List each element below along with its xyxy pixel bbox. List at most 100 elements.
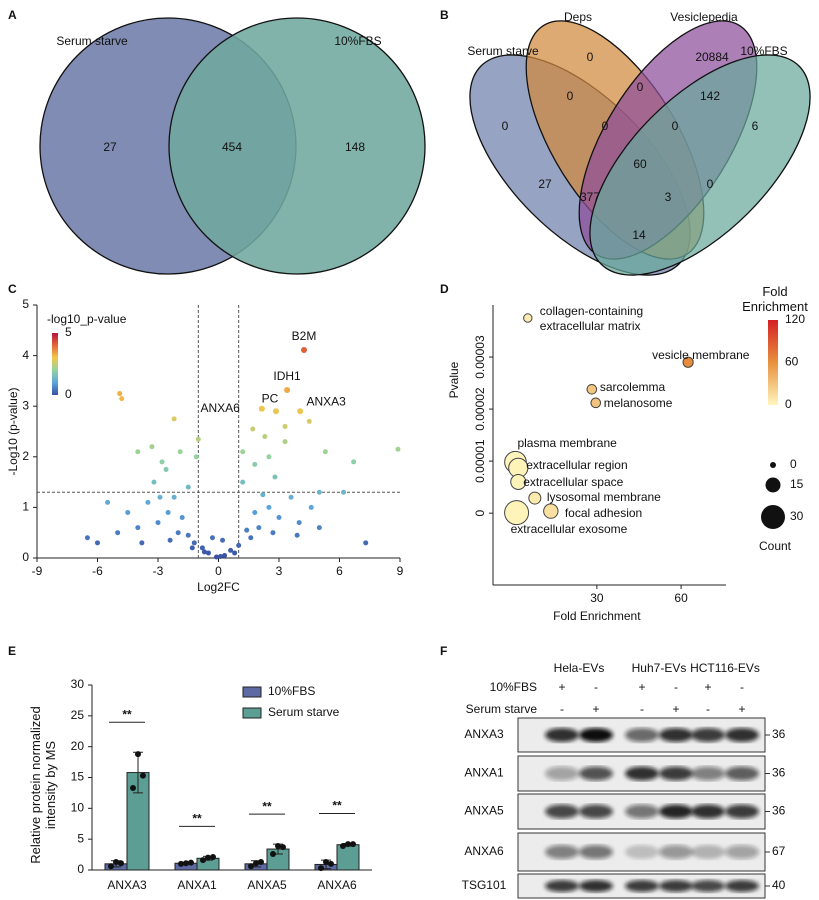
y-tick-label: 5 [22, 297, 29, 311]
y-tick-label: 0.00001 [473, 439, 487, 483]
panel-letter: E [8, 644, 16, 658]
point [185, 484, 191, 490]
set-label: Vesiclepedia [670, 10, 738, 24]
region-value: 0 [672, 119, 679, 133]
blot-band [725, 845, 759, 859]
colorbar-tick-label: 120 [785, 312, 805, 326]
replicate-point [248, 863, 254, 870]
bubble-label: extracellular region [526, 457, 628, 472]
point [115, 530, 121, 536]
protein-label: ANXA1 [464, 766, 504, 780]
panel-letter: F [440, 644, 447, 658]
condition-sign: + [558, 680, 565, 694]
mw-label: 36 [772, 804, 786, 818]
group-label: HCT116-EVs [690, 661, 760, 675]
point [84, 535, 90, 541]
point [193, 454, 199, 460]
blot-band [725, 804, 759, 819]
point [341, 489, 347, 495]
group-label: Huh7-EVs [632, 661, 687, 675]
replicate-point [140, 772, 146, 779]
y-axis-label: -Log10 (p-value) [6, 387, 20, 475]
condition-sign: - [594, 680, 598, 694]
point [177, 449, 183, 455]
point [276, 515, 282, 521]
replicate-point [178, 860, 184, 867]
condition-sign: + [738, 702, 745, 716]
blot-band [625, 766, 659, 781]
bubble [586, 384, 598, 395]
group-label: Hela-EVs [554, 661, 605, 675]
replicate-point [118, 860, 124, 867]
x-tick-label: 9 [397, 564, 404, 578]
colorbar-title: Fold Enrichment [742, 284, 808, 314]
blot-band [691, 766, 725, 781]
condition-sign: - [560, 702, 564, 716]
significance-label: ** [332, 799, 342, 813]
point [105, 499, 111, 505]
significance-label: ** [192, 812, 202, 826]
blot-band [659, 880, 693, 892]
condition-sign: + [638, 680, 645, 694]
blot-band [579, 845, 613, 859]
set-label: Serum starve [56, 34, 128, 48]
point [395, 446, 401, 452]
set-label: 10%FBS [334, 34, 381, 48]
panel-letter: C [8, 282, 17, 296]
bubble-label: lysosomal membrane [546, 490, 661, 505]
point-label: ANXA6 [200, 401, 240, 415]
point [282, 439, 288, 445]
point [316, 525, 322, 531]
bubble [510, 473, 527, 490]
point [155, 520, 161, 526]
blot-band [545, 728, 579, 742]
y-axis-label: Relative protein normalized intensity by… [28, 706, 58, 864]
bubble [528, 491, 542, 505]
condition-label: Serum starve [466, 702, 538, 716]
legend-swatch [242, 686, 262, 698]
bubble-label: plasma membrane [517, 436, 617, 451]
set-label: Deps [564, 10, 592, 24]
point [284, 387, 291, 394]
region-value: 148 [345, 140, 365, 154]
protein-label: ANXA5 [464, 804, 504, 818]
blot-band [625, 880, 659, 892]
x-tick-label: -3 [153, 564, 164, 578]
point [163, 466, 169, 472]
blot-band [691, 845, 725, 859]
point [301, 347, 308, 354]
point [240, 479, 246, 485]
colorbar-tick-label: 0 [65, 387, 72, 401]
set-label: 10%FBS [740, 44, 787, 58]
point [195, 436, 201, 442]
blot-band [659, 804, 693, 819]
point [232, 550, 238, 556]
blot-band [725, 728, 759, 742]
region-value: 60 [633, 157, 647, 171]
y-tick-label: 3 [22, 398, 29, 412]
blot-band [625, 845, 659, 859]
venn-set [589, 54, 811, 276]
blot-band [725, 880, 759, 892]
replicate-point [280, 844, 286, 851]
mw-label: 40 [772, 878, 786, 892]
replicate-point [210, 854, 216, 861]
replicate-point [183, 860, 189, 867]
point [258, 405, 265, 412]
size-legend-marker [761, 505, 785, 529]
mw-label: 67 [772, 844, 786, 858]
legend-label: 10%FBS [268, 684, 315, 698]
point [213, 554, 219, 560]
region-value: 20884 [695, 50, 729, 64]
point [308, 504, 314, 510]
point [297, 408, 304, 415]
point [244, 527, 250, 533]
point [250, 426, 256, 432]
blot-band [691, 804, 725, 819]
point [171, 494, 177, 500]
x-tick-label: -9 [32, 564, 43, 578]
point [222, 552, 228, 558]
x-tick-label: 60 [674, 591, 688, 605]
point-label: B2M [292, 329, 317, 343]
y-tick-label: 4 [22, 348, 29, 362]
